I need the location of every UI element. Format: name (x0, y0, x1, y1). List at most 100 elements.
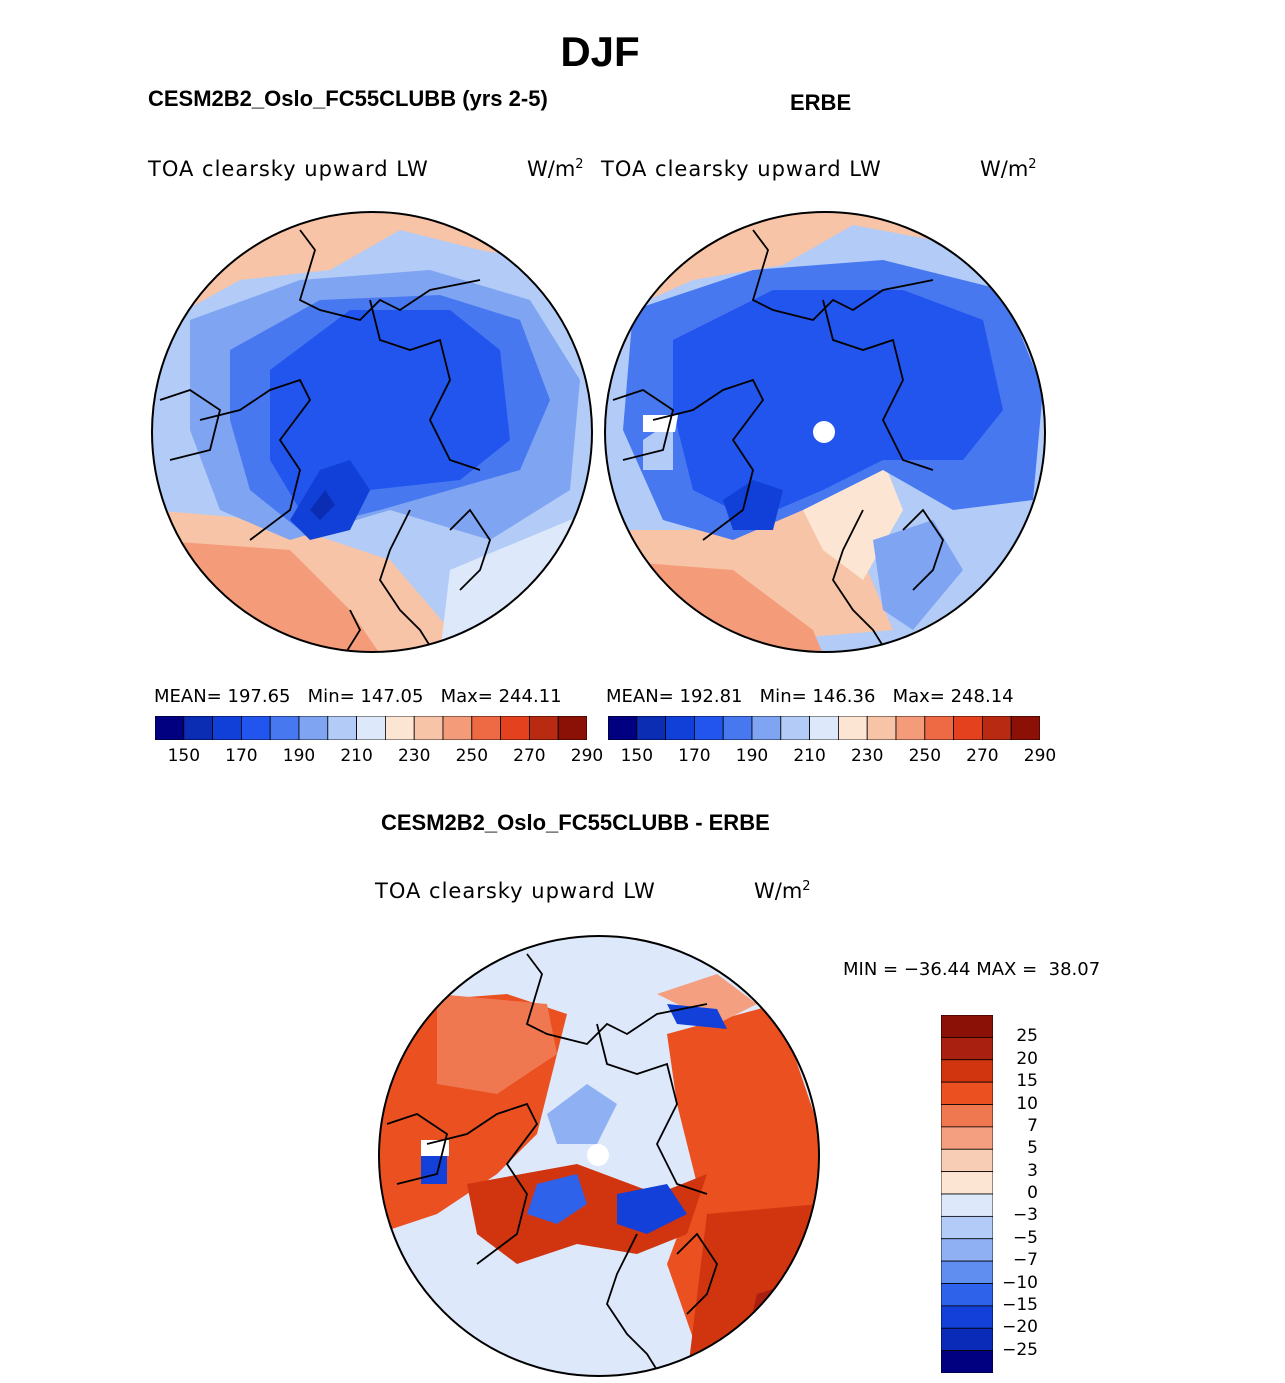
panel2-max-label: Max= (892, 686, 945, 707)
colorbar-tick-label: 10 (1016, 1093, 1038, 1114)
colorbar-box (866, 716, 897, 740)
panel2-variable: TOA clearsky upward LW (601, 157, 882, 181)
panel2-polar-map (604, 211, 1046, 653)
colorbar-box (155, 716, 185, 740)
colorbar-tick-label: −15 (1002, 1294, 1038, 1315)
panel2-colorbar (608, 716, 1040, 740)
colorbar-box (442, 716, 473, 740)
colorbar-box (941, 1260, 993, 1284)
negative-anomaly (421, 1156, 447, 1184)
panel2-colorbar-labels: 150 170 190 210 230 250 270 290 (608, 746, 1057, 768)
panel1-colorbar (155, 716, 587, 740)
colorbar-box (941, 1104, 993, 1128)
pole-hole (587, 1144, 609, 1166)
negative-anomaly (667, 1004, 727, 1029)
panel2-min-value: 146.36 (812, 686, 876, 707)
panel1-max-label: Max= (440, 686, 493, 707)
colorbar-box (941, 1215, 993, 1240)
coastlines (386, 953, 718, 1376)
colorbar-tick-label: 150 (620, 746, 654, 766)
colorbar-tick-label: 290 (570, 746, 604, 766)
colorbar-box (608, 716, 638, 740)
colorbar-tick-label: −7 (1012, 1250, 1038, 1271)
positive-anomaly (467, 1164, 707, 1264)
panel1-title: CESM2B2_Oslo_FC55CLUBB (yrs 2-5) (148, 86, 548, 111)
colorbar-box (557, 716, 587, 740)
difference-colorbar (941, 1015, 993, 1373)
panel2-max-value: 248.14 (950, 686, 1014, 707)
negative-anomaly (617, 1184, 687, 1234)
colorbar-box (665, 716, 695, 740)
colorbar-tick-label: −10 (1002, 1272, 1038, 1293)
colorbar-box (941, 1327, 993, 1352)
difference-colorbar-labels: 25 20 15 10 7 5 3 0 −3 −5 −7 −10 −15 −20 −25 (998, 1015, 1068, 1373)
panel2-min-label: Min= (759, 686, 807, 707)
colorbar-box (941, 1193, 993, 1217)
cold-region (723, 480, 783, 530)
negative-anomaly (527, 1174, 587, 1224)
colorbar-tick-label: 250 (908, 746, 942, 766)
coastlines (612, 229, 944, 652)
colorbar-tick-label: 230 (850, 746, 884, 766)
panel1-min-value: 147.05 (360, 686, 424, 707)
difference-stats: MIN = −36.44 MAX = 38.07 (843, 959, 1100, 980)
colorbar-tick-label: 210 (793, 746, 826, 766)
colorbar-box (941, 1126, 993, 1150)
panel1-min-label: Min= (307, 686, 355, 707)
colorbar-box (694, 716, 724, 740)
panel1-units: W/m2 (527, 157, 584, 181)
colorbar-box (941, 1283, 993, 1307)
colorbar-tick-label: 7 (1027, 1115, 1038, 1136)
colorbar-box (780, 716, 811, 740)
panel1-variable: TOA clearsky upward LW (148, 157, 429, 181)
colorbar-tick-label: 190 (282, 746, 316, 766)
colorbar-box (895, 716, 926, 740)
panel1-mean-value: 197.65 (227, 686, 291, 707)
colorbar-box (941, 1171, 993, 1195)
difference-units: W/m2 (754, 879, 811, 903)
difference-max-value: 38.07 (1048, 959, 1101, 980)
colorbar-box (941, 1036, 993, 1061)
difference-min-label: MIN = (843, 959, 899, 980)
colorbar-box (212, 716, 242, 740)
colorbar-box (722, 716, 753, 740)
positive-anomaly (657, 974, 757, 1024)
colorbar-box (941, 1350, 993, 1373)
panel2-stats: MEAN= 192.81 Min= 146.36 Max= 248.14 (606, 686, 1014, 707)
colorbar-tick-label: −20 (1002, 1317, 1038, 1338)
colorbar-box (941, 1015, 993, 1038)
colorbar-tick-label: 5 (1027, 1138, 1038, 1159)
colorbar-box (981, 716, 1012, 740)
colorbar-box (413, 716, 444, 740)
colorbar-box (941, 1238, 993, 1262)
colorbar-tick-label: 270 (513, 746, 546, 766)
coastlines (159, 229, 491, 652)
colorbar-box (298, 716, 329, 740)
panel2-units: W/m2 (980, 157, 1037, 181)
colorbar-tick-label: 190 (735, 746, 769, 766)
colorbar-tick-label: 150 (167, 746, 201, 766)
colorbar-box (751, 716, 782, 740)
colorbar-tick-label: 25 (1016, 1026, 1038, 1047)
colorbar-tick-label: 210 (340, 746, 373, 766)
colorbar-box (500, 716, 530, 740)
colorbar-box (241, 716, 271, 740)
colorbar-box (528, 716, 559, 740)
colorbar-box (356, 716, 386, 740)
colorbar-tick-label: 170 (678, 746, 711, 766)
colorbar-tick-label: 250 (455, 746, 489, 766)
colorbar-tick-label: −5 (1012, 1227, 1038, 1248)
panel1-stats: MEAN= 197.65 Min= 147.05 Max= 244.11 (154, 686, 562, 707)
cold-region (673, 290, 1003, 520)
colorbar-box (327, 716, 358, 740)
colorbar-box (941, 1305, 993, 1329)
colorbar-tick-label: 15 (1016, 1071, 1038, 1092)
colorbar-box (941, 1081, 993, 1105)
panel1-polar-map (151, 211, 593, 653)
difference-min-value: −36.44 (903, 959, 971, 980)
colorbar-box (1010, 716, 1040, 740)
colorbar-box (924, 716, 954, 740)
panel1-max-value: 244.11 (498, 686, 562, 707)
colorbar-box (384, 716, 415, 740)
panel1-colorbar-labels: 150 170 190 210 230 250 270 290 (155, 746, 604, 768)
